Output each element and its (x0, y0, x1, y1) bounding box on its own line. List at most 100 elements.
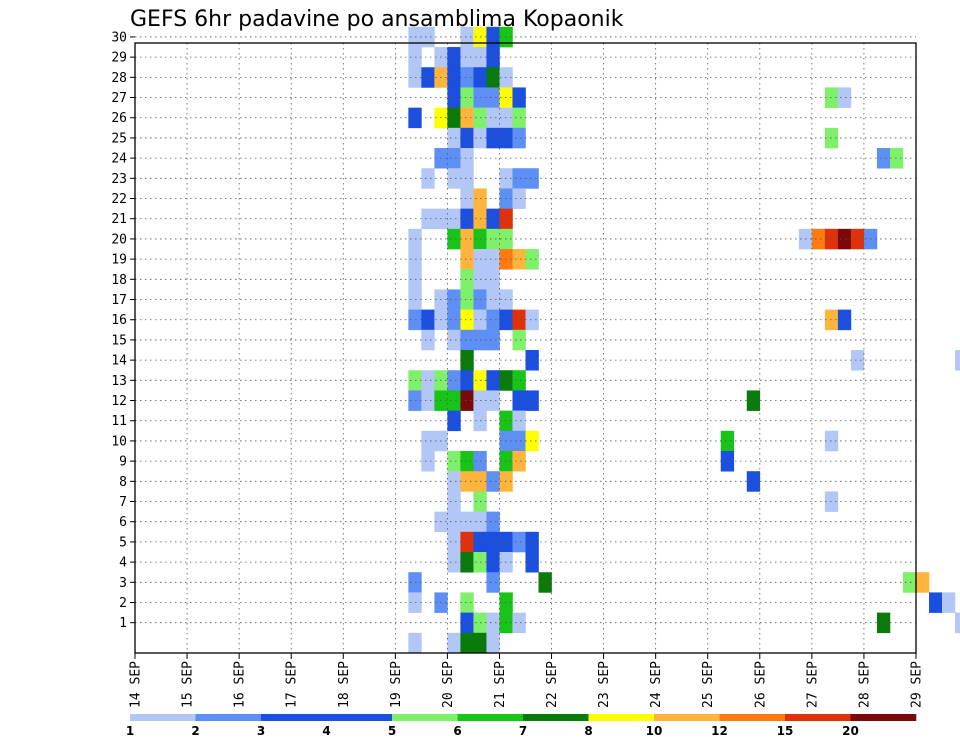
x-tick-label: 24 SEP (649, 661, 664, 708)
precip-cell (486, 87, 500, 108)
y-tick-label: 17 (111, 293, 127, 308)
colorbar-label: 3 (257, 724, 265, 738)
precip-cell (486, 511, 500, 533)
precip-cell (408, 632, 422, 654)
precip-cell (460, 168, 474, 189)
precip-cell (486, 67, 500, 88)
precip-cell (447, 47, 461, 68)
y-tick-label: 12 (111, 394, 127, 409)
y-tick-label: 4 (119, 556, 127, 571)
y-tick-label: 1 (119, 616, 127, 631)
y-tick-label: 2 (119, 596, 127, 611)
precip-cell (525, 309, 539, 331)
y-tick-label: 29 (111, 51, 127, 66)
y-tick-label: 19 (111, 253, 127, 268)
precip-cell (460, 632, 474, 654)
precip-cell (486, 612, 500, 634)
x-tick-label: 25 SEP (701, 661, 716, 708)
precip-cell (447, 309, 461, 331)
colorbar-label: 1 (126, 724, 134, 738)
grid-lines (135, 36, 916, 653)
precip-cell (421, 390, 435, 411)
precip-cell (421, 370, 435, 391)
y-tick-label: 3 (119, 576, 127, 591)
precip-cell (525, 531, 539, 553)
x-tick-label: 22 SEP (545, 661, 560, 708)
precip-cell (837, 309, 852, 331)
precip-cell (512, 168, 526, 189)
colorbar-label: 4 (322, 724, 330, 738)
precip-cell (876, 148, 891, 169)
precip-cell (421, 26, 435, 48)
y-tick-label: 11 (111, 414, 127, 429)
precip-cell (824, 491, 839, 512)
y-tick-label: 7 (119, 495, 127, 510)
precip-cell (525, 390, 539, 411)
colorbar-swatch (457, 714, 524, 721)
precip-cell (447, 451, 461, 472)
precip-cell (421, 430, 435, 452)
precip-cell (447, 67, 461, 88)
precip-cell (512, 329, 526, 351)
precip-cell (460, 188, 474, 209)
colorbar-label: 5 (388, 724, 396, 738)
precip-cell (460, 592, 474, 613)
y-tick-label: 8 (119, 475, 127, 490)
precip-cell (486, 329, 500, 351)
precip-cell (512, 430, 526, 452)
precip-cell (460, 350, 474, 371)
chart-title: GEFS 6hr padavine po ansamblima Kopaonik (130, 7, 624, 32)
x-tick-label: 14 SEP (129, 661, 144, 708)
precip-cell (486, 552, 500, 573)
plot-frame (134, 42, 917, 654)
precip-cell (916, 572, 930, 593)
colorbar-swatch (326, 714, 393, 721)
precip-cell (902, 572, 917, 593)
precip-cell (486, 390, 500, 411)
precip-cell (421, 309, 435, 331)
precip-cell (512, 107, 526, 129)
precip-cell (473, 632, 487, 654)
y-tick-label: 13 (111, 374, 127, 389)
precip-cell (447, 168, 461, 189)
precip-cell (447, 228, 461, 250)
precip-cell (525, 350, 539, 371)
precip-cell (460, 228, 474, 250)
y-tick-label: 5 (119, 535, 127, 550)
precip-cell (955, 350, 960, 371)
precip-cell (512, 87, 526, 108)
x-axis-ticks: 14 SEP 15 SEP 16 SEP 17 SEP 18 SEP 19 SEP 20 S… (129, 653, 925, 708)
precip-cell (447, 410, 461, 432)
precip-cell (447, 471, 461, 492)
x-tick-label: 17 SEP (285, 661, 300, 708)
precip-cell (486, 228, 500, 250)
precip-cell (460, 451, 474, 472)
precip-cell (447, 107, 461, 129)
precip-cell (512, 370, 526, 391)
precip-cell (486, 269, 500, 290)
precip-cell (512, 531, 526, 553)
precip-cell (447, 531, 461, 553)
precip-cell (421, 168, 435, 189)
precip-cell (460, 329, 474, 351)
y-tick-label: 10 (111, 434, 127, 449)
precip-cell (447, 491, 461, 512)
x-tick-label: 28 SEP (857, 661, 872, 708)
x-tick-label: 19 SEP (389, 661, 404, 708)
precip-cell (486, 370, 500, 391)
colorbar-swatch (719, 714, 786, 721)
precip-cell (486, 107, 500, 129)
precip-cell (447, 370, 461, 391)
precip-cell (824, 228, 839, 250)
precip-cell (720, 451, 735, 472)
x-tick-label: 16 SEP (233, 661, 248, 708)
precip-cell (942, 592, 956, 613)
precip-cell (460, 531, 474, 553)
precip-cell (460, 107, 474, 129)
colorbar: 1 2 3 4 5 6 7 8 10 12 15 20 (126, 714, 917, 738)
colorbar-label: 7 (519, 724, 527, 738)
precip-cell (850, 350, 865, 371)
precip-cell (460, 390, 474, 411)
precip-cell (837, 87, 852, 108)
